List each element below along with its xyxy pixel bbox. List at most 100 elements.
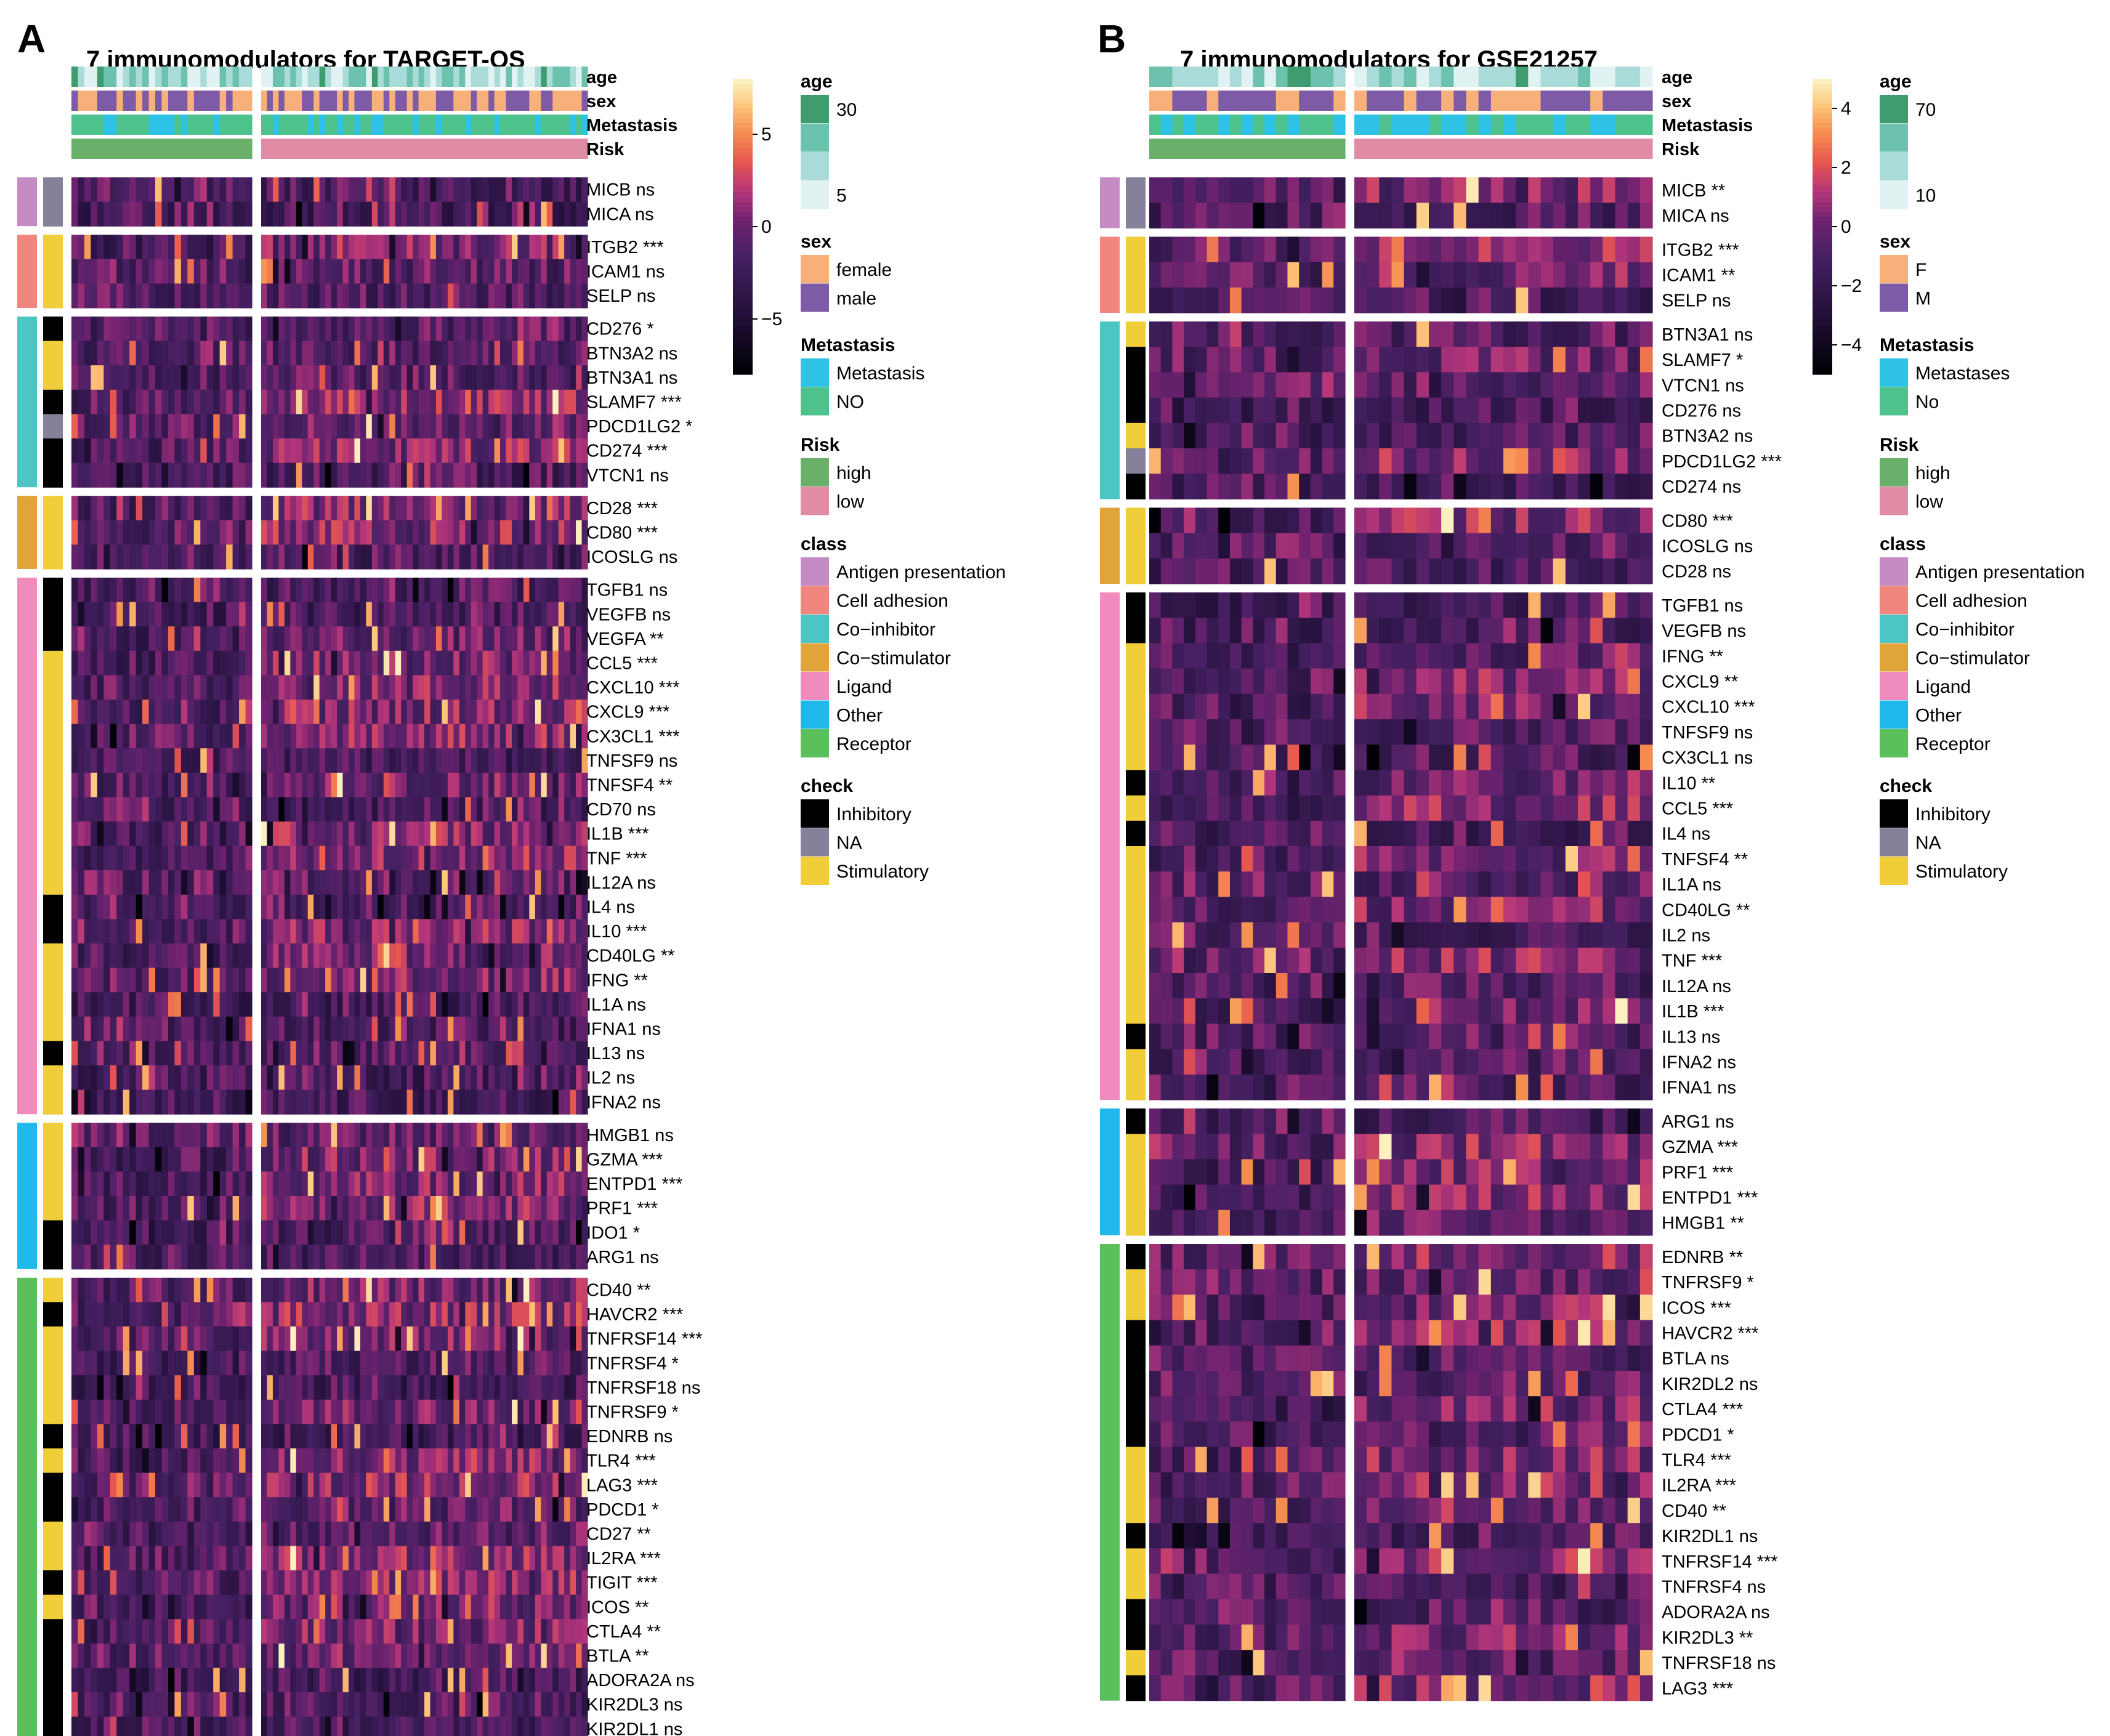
heatmap-cell: [348, 341, 355, 366]
heatmap-cell: [187, 967, 195, 993]
heatmap-cell: [506, 1399, 512, 1424]
gene-label: IL1B ***: [586, 825, 649, 844]
heatmap-cell: [261, 365, 268, 390]
heatmap-cell: [471, 544, 477, 570]
heatmap-cell: [541, 822, 548, 847]
heatmap-cell: [267, 1472, 273, 1498]
heatmap-cell: [84, 1350, 91, 1376]
heatmap-cell: [506, 1089, 512, 1115]
heatmap-cell: [155, 496, 163, 521]
heatmap-cell: [302, 1220, 309, 1245]
heatmap-cell: [564, 602, 571, 627]
heatmap-cell: [284, 992, 291, 1017]
heatmap-cell: [453, 870, 460, 895]
heatmap-cell: [129, 1147, 137, 1172]
annotation-cell: [529, 67, 536, 87]
heatmap-cell: [97, 992, 104, 1017]
heatmap-cell: [383, 1196, 390, 1221]
heatmap-cell: [193, 317, 201, 342]
heatmap-cell: [84, 365, 91, 390]
heatmap-cell: [541, 797, 548, 822]
heatmap-cell: [193, 1245, 201, 1270]
annotation-cell: [110, 115, 117, 135]
heatmap-cell: [354, 1448, 361, 1474]
annotation-cell: [453, 91, 460, 111]
heatmap-cell: [193, 1424, 201, 1449]
heatmap-cell: [447, 1147, 454, 1172]
heatmap-cell: [511, 1497, 519, 1522]
heatmap-cell: [71, 365, 79, 390]
heatmap-cell: [342, 772, 349, 797]
heatmap-cell: [442, 389, 448, 414]
heatmap-cell: [84, 544, 91, 570]
heatmap-cell: [129, 943, 137, 969]
heatmap-cell: [337, 1123, 344, 1148]
heatmap-cell: [148, 1350, 156, 1376]
heatmap-cell: [459, 496, 466, 521]
heatmap-cell: [581, 870, 588, 895]
heatmap-cell: [331, 700, 338, 725]
heatmap-cell: [389, 894, 396, 919]
heatmap-cell: [413, 365, 419, 390]
heatmap-cell: [142, 797, 150, 822]
heatmap-cell: [261, 462, 268, 488]
heatmap-cell: [272, 1065, 279, 1091]
heatmap-cell: [161, 1448, 169, 1474]
heatmap-cell: [413, 1302, 419, 1327]
heatmap-cell: [261, 1016, 268, 1041]
heatmap-cell: [401, 967, 408, 993]
heatmap-cell: [78, 992, 85, 1017]
heatmap-cell: [511, 919, 519, 944]
heatmap-cell: [447, 1326, 454, 1352]
heatmap-cell: [406, 1016, 413, 1041]
heatmap-cell: [389, 992, 396, 1017]
heatmap-cell: [187, 259, 195, 284]
heatmap-cell: [401, 602, 408, 627]
heatmap-cell: [78, 1220, 85, 1245]
heatmap-cell: [488, 1375, 495, 1400]
heatmap-cell: [546, 496, 553, 521]
heatmap-cell: [459, 772, 466, 797]
heatmap-cell: [313, 1375, 320, 1400]
heatmap-cell: [267, 544, 273, 570]
heatmap-cell: [284, 235, 291, 260]
heatmap-cell: [325, 1472, 332, 1498]
heatmap-cell: [418, 177, 425, 203]
heatmap-cell: [511, 1472, 519, 1498]
heatmap-cell: [319, 1277, 326, 1302]
heatmap-cell: [71, 1326, 79, 1352]
heatmap-cell: [442, 462, 448, 488]
heatmap-cell: [226, 992, 233, 1017]
heatmap-cell: [500, 1196, 507, 1221]
annotation-cell: [342, 91, 349, 111]
heatmap-cell: [465, 602, 472, 627]
heatmap-cell: [465, 943, 472, 969]
heatmap-cell: [129, 846, 137, 871]
heatmap-cell: [213, 1123, 220, 1148]
annotation-cell: [245, 91, 253, 111]
heatmap-cell: [500, 1147, 507, 1172]
heatmap-cell: [517, 894, 524, 919]
annotation-cell: [435, 139, 442, 159]
heatmap-cell: [200, 1424, 208, 1449]
heatmap-cell: [103, 1302, 111, 1327]
heatmap-cell: [103, 1326, 111, 1352]
heatmap-cell: [161, 919, 169, 944]
heatmap-cell: [267, 700, 273, 725]
heatmap-cell: [383, 967, 390, 993]
heatmap-cell: [313, 650, 320, 676]
heatmap-cell: [313, 365, 320, 390]
heatmap-cell: [366, 365, 373, 390]
heatmap-cell: [187, 650, 195, 676]
heatmap-cell: [245, 894, 253, 919]
heatmap-cell: [219, 967, 227, 993]
heatmap-cell: [570, 1497, 576, 1522]
heatmap-cell: [413, 1041, 419, 1066]
heatmap-cell: [272, 1220, 279, 1245]
heatmap-cell: [155, 1171, 163, 1197]
heatmap-cell: [477, 1424, 483, 1449]
heatmap-cell: [453, 1016, 460, 1041]
gene-label: CD40 **: [586, 1281, 651, 1301]
heatmap-cell: [272, 724, 279, 749]
heatmap-cell: [142, 1448, 150, 1474]
